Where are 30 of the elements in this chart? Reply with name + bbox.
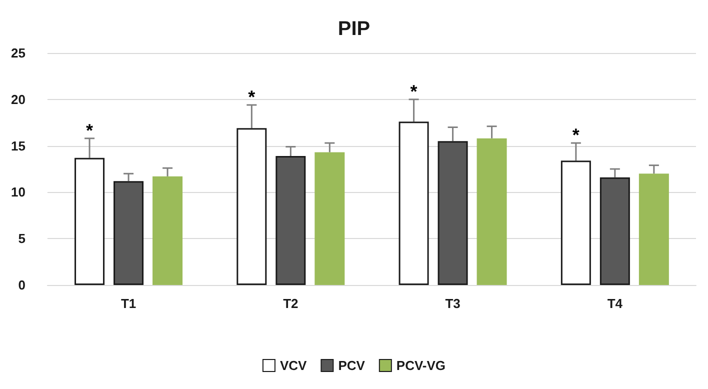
bar <box>152 176 183 285</box>
bar <box>476 138 507 285</box>
x-tick-label: T4 <box>607 296 624 311</box>
y-tick-label: 25 <box>10 46 26 60</box>
y-tick-label: 20 <box>10 92 26 107</box>
data-label: * <box>572 125 580 146</box>
bar <box>236 128 267 285</box>
y-tick-label: 0 <box>18 278 26 292</box>
bar <box>438 141 468 285</box>
bar <box>314 152 345 285</box>
legend-label: PCV-VG <box>396 358 446 373</box>
bar <box>398 122 429 285</box>
x-tick-label: T3 <box>445 296 460 311</box>
y-tick-label: 5 <box>18 231 26 246</box>
legend-label: VCV <box>280 358 308 373</box>
bar <box>600 177 630 285</box>
chart-title: PIP <box>338 18 370 40</box>
bar <box>74 158 105 285</box>
bar <box>560 160 591 285</box>
bar <box>638 174 669 285</box>
legend-label: PCV <box>338 358 366 373</box>
y-tick-label: 15 <box>10 138 26 154</box>
data-label: * <box>86 120 94 140</box>
x-tick-label: T2 <box>283 296 298 311</box>
bar <box>114 181 144 285</box>
bar <box>276 156 306 285</box>
data-label: * <box>248 86 256 107</box>
x-tick-label: T1 <box>120 296 136 311</box>
data-label: * <box>410 81 418 102</box>
y-tick-label: 10 <box>10 184 26 200</box>
